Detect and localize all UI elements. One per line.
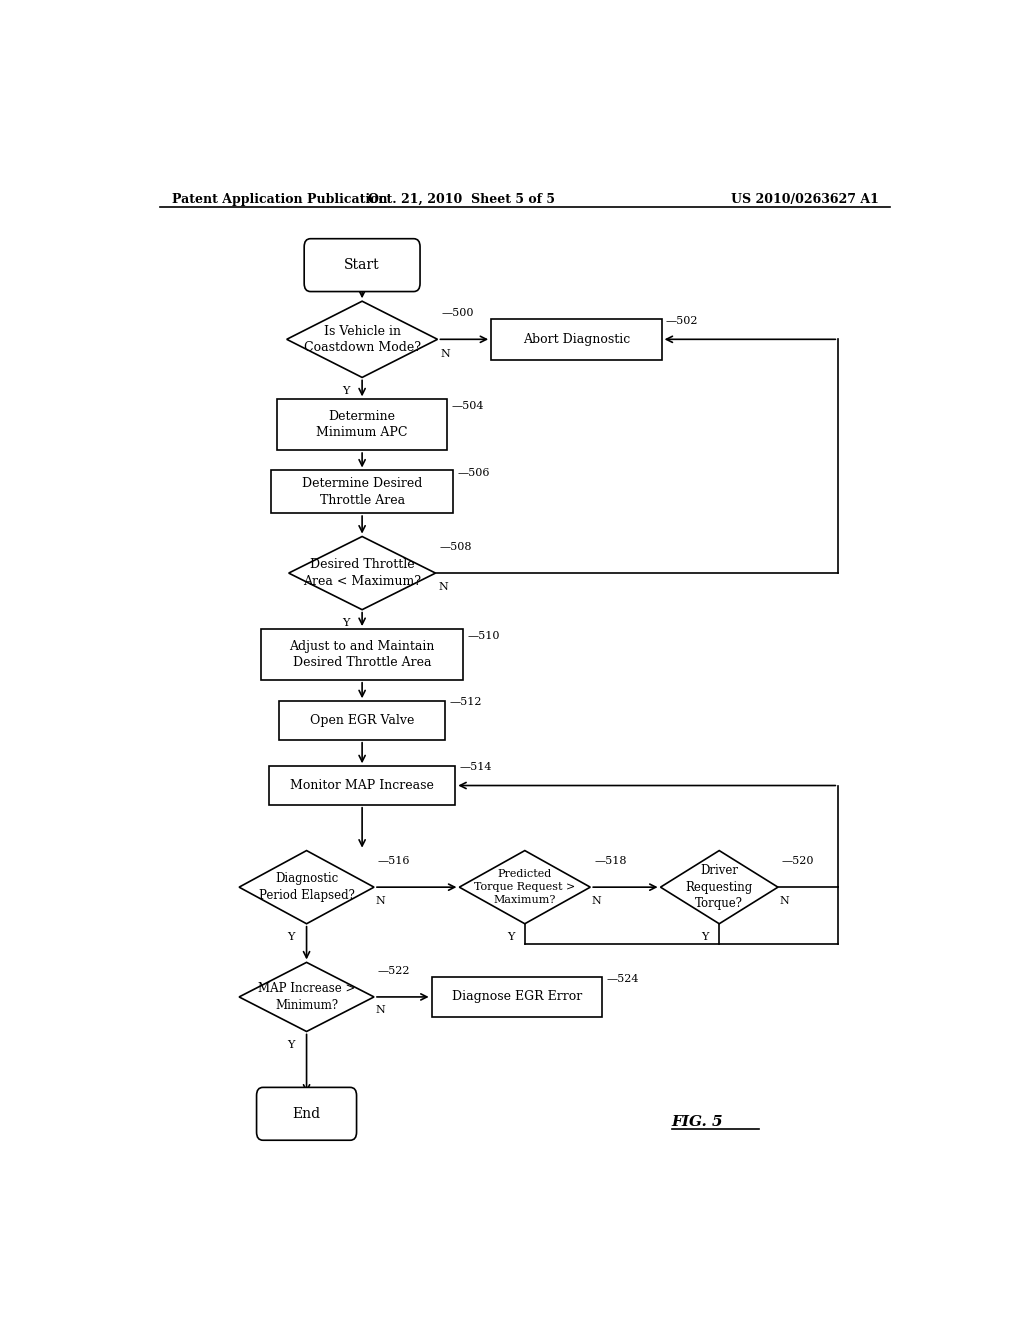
Text: —522: —522 <box>378 965 411 975</box>
Polygon shape <box>460 850 590 924</box>
Text: —524: —524 <box>606 974 639 983</box>
Text: Diagnostic
Period Elapsed?: Diagnostic Period Elapsed? <box>259 873 354 902</box>
Text: —500: —500 <box>441 308 474 318</box>
Text: Diagnose EGR Error: Diagnose EGR Error <box>452 990 582 1003</box>
Text: Y: Y <box>287 1040 294 1049</box>
Text: N: N <box>438 582 449 593</box>
Text: —512: —512 <box>450 697 482 708</box>
Text: —518: —518 <box>594 855 627 866</box>
Polygon shape <box>287 301 437 378</box>
Text: —508: —508 <box>439 541 472 552</box>
Text: —516: —516 <box>378 855 411 866</box>
Text: —520: —520 <box>782 855 814 866</box>
Bar <box>276 399 447 450</box>
Text: Monitor MAP Increase: Monitor MAP Increase <box>290 779 434 792</box>
Text: Y: Y <box>343 618 350 628</box>
Text: —506: —506 <box>458 469 489 478</box>
Polygon shape <box>240 962 374 1031</box>
Text: Open EGR Valve: Open EGR Valve <box>310 714 415 727</box>
Text: N: N <box>779 896 790 907</box>
Text: Y: Y <box>701 932 709 942</box>
Text: N: N <box>376 896 385 907</box>
Text: Desired Throttle
Area < Maximum?: Desired Throttle Area < Maximum? <box>303 558 421 587</box>
Text: —504: —504 <box>452 401 484 412</box>
Text: FIG. 5: FIG. 5 <box>672 1115 723 1129</box>
Bar <box>269 766 456 805</box>
Text: Patent Application Publication: Patent Application Publication <box>172 193 387 206</box>
Text: —510: —510 <box>467 631 500 642</box>
Polygon shape <box>660 850 778 924</box>
Text: Predicted
Torque Request >
Maximum?: Predicted Torque Request > Maximum? <box>474 870 575 906</box>
Text: Y: Y <box>287 932 294 942</box>
Bar <box>279 701 445 739</box>
Bar <box>261 630 463 680</box>
Text: Y: Y <box>343 385 350 396</box>
Text: N: N <box>592 896 601 907</box>
FancyBboxPatch shape <box>257 1088 356 1140</box>
Polygon shape <box>240 850 374 924</box>
Text: Determine
Minimum APC: Determine Minimum APC <box>316 411 408 440</box>
Bar <box>270 470 454 513</box>
Text: Adjust to and Maintain
Desired Throttle Area: Adjust to and Maintain Desired Throttle … <box>290 640 435 669</box>
FancyBboxPatch shape <box>304 239 420 292</box>
Text: Is Vehicle in
Coastdown Mode?: Is Vehicle in Coastdown Mode? <box>303 325 421 354</box>
Text: Abort Diagnostic: Abort Diagnostic <box>523 333 630 346</box>
Text: US 2010/0263627 A1: US 2010/0263627 A1 <box>731 193 879 206</box>
Polygon shape <box>289 536 435 610</box>
Text: Driver
Requesting
Torque?: Driver Requesting Torque? <box>686 865 753 911</box>
Text: N: N <box>440 348 451 359</box>
Bar <box>492 319 662 359</box>
Text: MAP Increase >
Minimum?: MAP Increase > Minimum? <box>258 982 355 1011</box>
Text: N: N <box>376 1005 385 1015</box>
Text: Oct. 21, 2010  Sheet 5 of 5: Oct. 21, 2010 Sheet 5 of 5 <box>368 193 555 206</box>
Text: Y: Y <box>507 932 514 942</box>
Text: Start: Start <box>344 259 380 272</box>
Text: Determine Desired
Throttle Area: Determine Desired Throttle Area <box>302 477 422 507</box>
Text: —514: —514 <box>460 762 492 772</box>
Bar <box>431 977 602 1018</box>
Text: —502: —502 <box>666 315 698 326</box>
Text: End: End <box>293 1106 321 1121</box>
